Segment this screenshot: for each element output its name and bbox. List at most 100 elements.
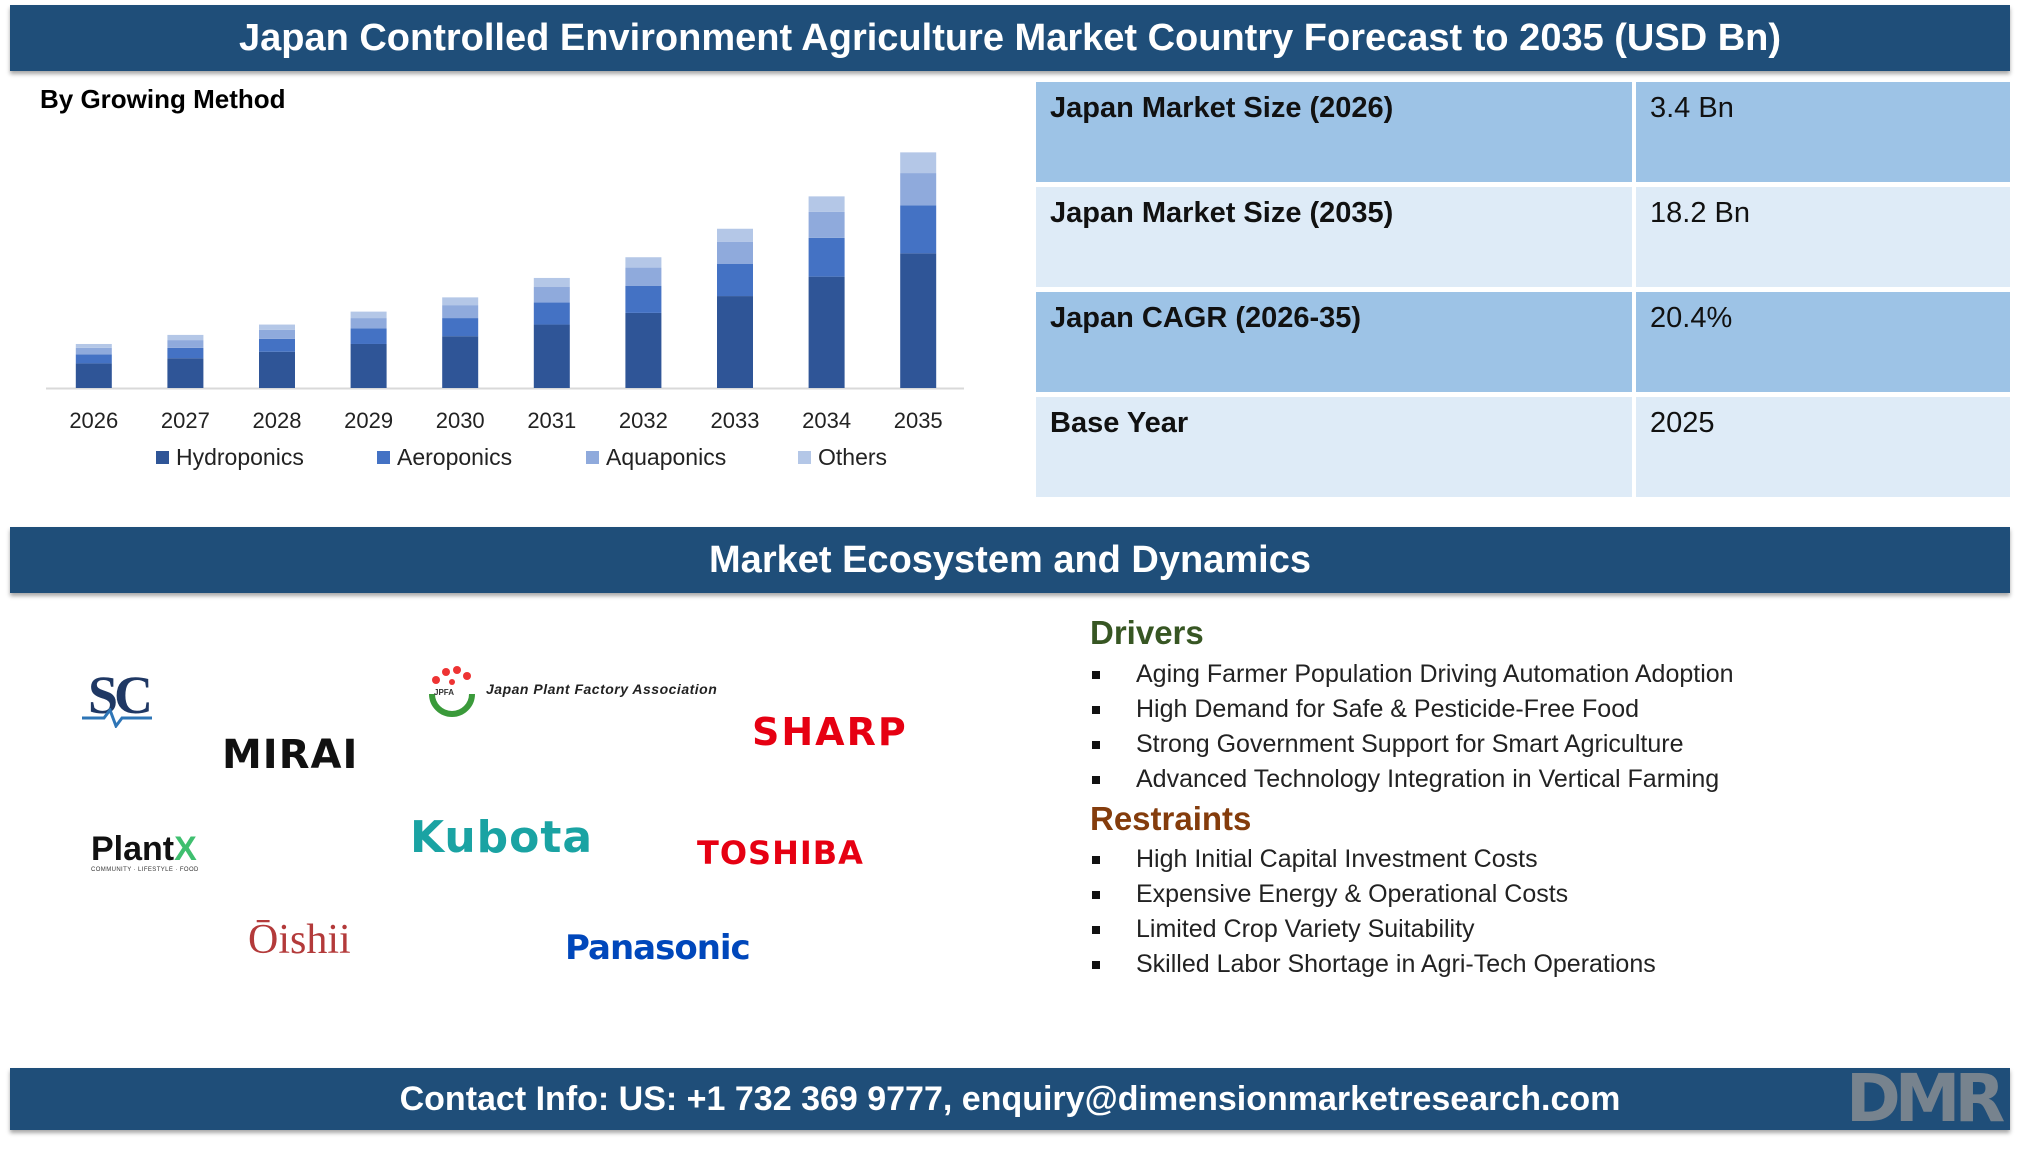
- legend-swatch-aeroponics: [377, 451, 390, 464]
- bar-segment-aeroponics-2034: [808, 237, 845, 277]
- bar-segment-others-2034: [808, 196, 845, 212]
- legend-swatch-aquaponics: [586, 451, 599, 464]
- bullet-icon: [1092, 706, 1100, 714]
- sc-logo-wave: [82, 708, 152, 728]
- bar-segment-aquaponics-2035: [900, 173, 937, 206]
- ecosystem-banner: Market Ecosystem and Dynamics: [10, 527, 2010, 593]
- bullet-icon: [1092, 741, 1100, 749]
- plantx-logo-text: Plant: [91, 830, 175, 868]
- x-tick-label: 2026: [69, 408, 118, 433]
- bar-segment-hydroponics-2026: [75, 363, 112, 388]
- legend-label-aquaponics: Aquaponics: [606, 444, 727, 470]
- list-item: High Initial Capital Investment Costs: [1090, 842, 1656, 877]
- title-banner: Japan Controlled Environment Agriculture…: [10, 5, 2010, 71]
- bullet-icon: [1092, 926, 1100, 934]
- jpfa-emblem: [429, 666, 475, 717]
- toshiba-logo: TOSHIBA: [697, 834, 864, 872]
- bar-segment-hydroponics-2034: [808, 276, 845, 388]
- x-tick-label: 2034: [802, 408, 851, 433]
- stat-value: 20.4%: [1636, 292, 2010, 392]
- jpfa-name: Japan Plant Factory Association: [486, 681, 718, 697]
- legend-label-others: Others: [818, 444, 888, 470]
- bar-segment-aquaponics-2032: [625, 267, 662, 286]
- driver-text: High Demand for Safe & Pesticide-Free Fo…: [1136, 695, 1640, 723]
- restraint-text: Skilled Labor Shortage in Agri-Tech Oper…: [1136, 950, 1656, 978]
- legend-item-others: Others: [798, 444, 887, 471]
- legend-item-aeroponics: Aeroponics: [377, 444, 512, 471]
- list-item: High Demand for Safe & Pesticide-Free Fo…: [1090, 692, 1734, 727]
- contact-info: Contact Info: US: +1 732 369 9777, enqui…: [399, 1080, 1621, 1118]
- x-tick-label: 2032: [619, 408, 668, 433]
- stat-label: Japan CAGR (2026-35): [1036, 292, 1632, 392]
- bar-segment-aeroponics-2033: [717, 263, 753, 297]
- sc-logo: SC: [82, 664, 153, 728]
- sc-logo-text: SC: [88, 665, 153, 725]
- bar-segment-hydroponics-2027: [167, 358, 204, 388]
- bar-segment-aquaponics-2027: [167, 340, 204, 348]
- bar-segment-aquaponics-2034: [808, 211, 845, 238]
- stat-row-cagr: Japan CAGR (2026-35) 20.4%: [1036, 292, 2010, 392]
- bar-segment-others-2035: [900, 152, 937, 174]
- bar-segment-others-2026: [75, 343, 112, 348]
- panasonic-logo: Panasonic: [565, 928, 751, 968]
- x-tick-label: 2029: [344, 408, 393, 433]
- mirai-logo: MIRAI: [222, 732, 358, 778]
- stat-value: 2025: [1636, 397, 2010, 497]
- oishii-logo: Ōishii: [248, 916, 351, 964]
- legend-swatch-hydroponics: [156, 451, 169, 464]
- legend-swatch-others: [798, 451, 811, 464]
- list-item: Limited Crop Variety Suitability: [1090, 912, 1656, 947]
- bar-segment-hydroponics-2033: [717, 296, 753, 388]
- bar-segment-aeroponics-2032: [625, 285, 662, 313]
- x-tick-label: 2030: [436, 408, 485, 433]
- panasonic-logo-text: Panasonic: [565, 928, 751, 968]
- bar-segment-aeroponics-2035: [900, 205, 937, 254]
- bar-segment-aeroponics-2027: [167, 347, 204, 359]
- restraint-text: Limited Crop Variety Suitability: [1136, 915, 1475, 943]
- driver-text: Aging Farmer Population Driving Automati…: [1136, 660, 1734, 688]
- bullet-icon: [1092, 776, 1100, 784]
- x-tick-label: 2033: [711, 408, 760, 433]
- list-item: Expensive Energy & Operational Costs: [1090, 877, 1656, 912]
- stat-row-market-size-2026: Japan Market Size (2026) 3.4 Bn: [1036, 82, 2010, 182]
- drivers-heading: Drivers: [1090, 614, 1204, 651]
- driver-text: Strong Government Support for Smart Agri…: [1136, 730, 1684, 758]
- restraint-text: High Initial Capital Investment Costs: [1136, 845, 1538, 873]
- stat-row-market-size-2035: Japan Market Size (2035) 18.2 Bn: [1036, 187, 2010, 287]
- bar-segment-others-2029: [350, 311, 387, 319]
- sharp-logo: SHARP: [752, 710, 908, 754]
- bar-segment-aeroponics-2026: [75, 354, 112, 364]
- chart-subtitle: By Growing Method: [40, 84, 286, 114]
- bar-segment-aquaponics-2031: [533, 287, 570, 303]
- mirai-logo-text: MIRAI: [222, 732, 359, 778]
- x-tick-label: 2035: [894, 408, 943, 433]
- x-tick-label: 2027: [161, 408, 210, 433]
- bullet-icon: [1092, 891, 1100, 899]
- bar-segment-others-2032: [625, 257, 662, 268]
- x-tick-label: 2031: [527, 408, 576, 433]
- plantx-logo: PlantX COMMUNITY · LIFESTYLE · FOOD: [91, 830, 199, 873]
- ecosystem-title: Market Ecosystem and Dynamics: [709, 539, 1311, 581]
- bar-segment-others-2027: [167, 334, 204, 341]
- sharp-logo-text: SHARP: [752, 710, 908, 754]
- dmr-logo-text: DMR: [1846, 1060, 2005, 1137]
- stat-label: Base Year: [1036, 397, 1632, 497]
- stat-value: 3.4 Bn: [1636, 82, 2010, 182]
- list-item: Aging Farmer Population Driving Automati…: [1090, 657, 1734, 692]
- bar-segment-aquaponics-2028: [259, 329, 295, 339]
- plantx-tagline: COMMUNITY · LIFESTYLE · FOOD: [91, 867, 199, 873]
- bar-segment-hydroponics-2029: [350, 343, 387, 388]
- stat-value: 18.2 Bn: [1636, 187, 2010, 287]
- oishii-logo-text: Ōishii: [248, 917, 351, 963]
- driver-text: Advanced Technology Integration in Verti…: [1136, 765, 1720, 793]
- restraints-list: High Initial Capital Investment Costs Ex…: [1090, 842, 1656, 982]
- bar-segment-aeroponics-2030: [442, 318, 479, 337]
- legend-label-hydroponics: Hydroponics: [176, 444, 304, 470]
- bar-segment-hydroponics-2028: [259, 351, 295, 388]
- bar-segment-aeroponics-2031: [533, 302, 570, 325]
- kubota-logo: Kubota: [410, 812, 593, 863]
- bar-segment-hydroponics-2030: [442, 336, 479, 388]
- bar-segment-others-2031: [533, 277, 570, 288]
- drivers-list: Aging Farmer Population Driving Automati…: [1090, 657, 1734, 797]
- bullet-icon: [1092, 671, 1100, 679]
